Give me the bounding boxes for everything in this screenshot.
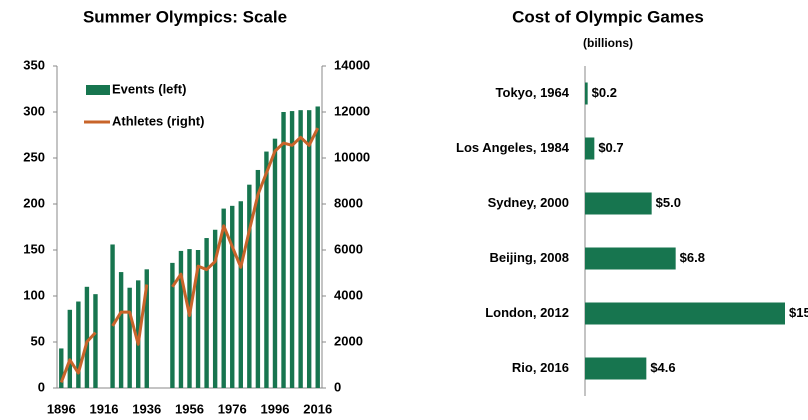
bar [204, 238, 209, 388]
bar [247, 184, 252, 388]
y-tick-label: Beijing, 2008 [490, 250, 569, 265]
data-label: $0.7 [598, 140, 623, 155]
y2-tick-label: 14000 [334, 57, 370, 72]
chart-title: Summer Olympics: Scale [83, 7, 287, 26]
line [59, 331, 97, 383]
bar [76, 301, 81, 388]
bar [585, 357, 647, 380]
bar [585, 137, 595, 160]
legend-label: Athletes (right) [112, 113, 204, 128]
y-tick-label: London, 2012 [485, 305, 569, 320]
bar [272, 138, 278, 388]
bar [187, 249, 192, 388]
bar [178, 250, 184, 388]
bar [289, 111, 295, 388]
y2-tick-label: 12000 [334, 103, 370, 118]
y-tick-label: 300 [23, 103, 45, 118]
bar [315, 106, 320, 388]
y2-tick-label: 8000 [334, 195, 363, 210]
data-label: $15.0 [789, 305, 808, 320]
y-tick-label: Tokyo, 1964 [496, 85, 570, 100]
bar [212, 229, 218, 388]
bar [59, 348, 64, 388]
line [111, 284, 149, 346]
bar [298, 110, 303, 388]
x-tick-label: 2016 [303, 401, 332, 416]
y2-tick-label: 4000 [334, 287, 363, 302]
bar [195, 250, 201, 388]
bar [84, 286, 90, 388]
x-tick-label: 1956 [175, 401, 204, 416]
data-label: $5.0 [656, 195, 681, 210]
chart-subtitle: (billions) [583, 36, 633, 50]
y-tick-label: 0 [38, 379, 45, 394]
bar [67, 309, 73, 388]
bar [93, 294, 98, 388]
bar [585, 302, 785, 325]
x-tick-label: 1996 [261, 401, 290, 416]
bar [118, 272, 124, 388]
bar [230, 205, 235, 388]
x-tick-label: 1936 [132, 401, 161, 416]
y-tick-label: 350 [23, 57, 45, 72]
bar [238, 201, 243, 388]
y-tick-label: 150 [23, 241, 45, 256]
bar [255, 169, 261, 388]
bar [306, 110, 312, 388]
bar [144, 269, 149, 388]
line [171, 127, 320, 318]
y-tick-label: Rio, 2016 [512, 360, 569, 375]
y-tick-label: Los Angeles, 1984 [456, 140, 570, 155]
bar [127, 287, 132, 388]
y2-tick-label: 6000 [334, 241, 363, 256]
y-tick-label: 50 [31, 333, 45, 348]
bar [264, 151, 269, 388]
y-tick-label: 100 [23, 287, 45, 302]
y2-tick-label: 10000 [334, 149, 370, 164]
bar [585, 82, 588, 105]
legend-label: Events (left) [112, 81, 186, 96]
bar [170, 262, 175, 388]
x-tick-label: 1896 [47, 401, 76, 416]
y-tick-label: 250 [23, 149, 45, 164]
y2-tick-label: 2000 [334, 333, 363, 348]
bar [281, 112, 286, 388]
y-tick-label: 200 [23, 195, 45, 210]
y2-tick-label: 0 [334, 379, 341, 394]
x-tick-label: 1976 [218, 401, 247, 416]
bar [585, 192, 652, 215]
x-tick-label: 1916 [90, 401, 119, 416]
bar [110, 244, 115, 388]
chart-title: Cost of Olympic Games [512, 7, 704, 26]
y-tick-label: Sydney, 2000 [488, 195, 569, 210]
data-label: $6.8 [680, 250, 705, 265]
bar [221, 208, 226, 388]
bar [585, 247, 676, 270]
legend-swatch [86, 85, 110, 95]
data-label: $0.2 [592, 85, 617, 100]
data-label: $4.6 [650, 360, 675, 375]
